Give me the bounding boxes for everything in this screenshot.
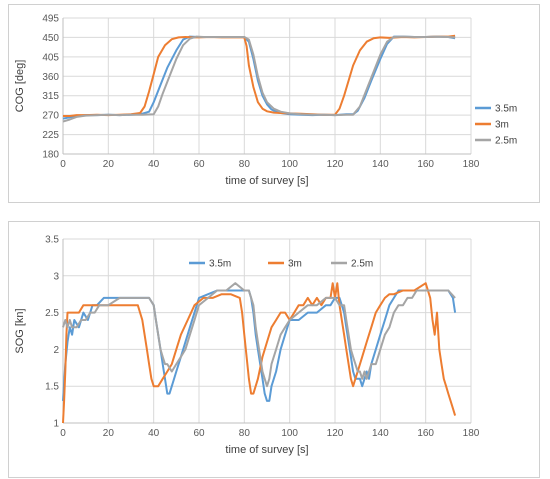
y-tick-label: 1: [53, 419, 59, 430]
x-tick-label: 140: [372, 159, 389, 170]
cog-chart-panel: 180 225 270 315 360 405 450 495 0 20 40 60 80 100 120 1…: [8, 4, 540, 203]
legend-label: 3.5m: [209, 259, 231, 270]
series-line-3m: [63, 34, 456, 117]
y-axis-label: SOG [kn]: [14, 308, 26, 353]
sog-chart: 1 1.5 2 2.5 3 3.5 0 20 40 60 80 100 120 140 160 180 time…: [14, 235, 480, 457]
x-tick-label: 0: [60, 428, 66, 439]
y-tick-label: 2: [53, 345, 59, 356]
x-tick-label: 100: [281, 159, 298, 170]
y-tick-label: 180: [42, 150, 59, 161]
x-tick-label: 80: [239, 159, 251, 170]
legend-label: 3m: [495, 120, 509, 131]
x-axis-label: time of survey [s]: [225, 175, 308, 187]
y-tick-label: 2.5: [45, 308, 59, 319]
series-line-2-5m: [62, 35, 456, 123]
x-tick-label: 80: [239, 428, 251, 439]
x-tick-label: 120: [327, 159, 344, 170]
y-tick-label: 3.5: [45, 235, 59, 246]
x-tick-label: 40: [148, 159, 160, 170]
y-tick-label: 270: [42, 111, 59, 122]
y-tick-label: 495: [42, 14, 59, 25]
y-axis-label: COG [deg]: [14, 60, 26, 113]
y-tick-label: 1.5: [45, 382, 59, 393]
y-tick-label: 450: [42, 33, 59, 44]
x-tick-label: 100: [281, 428, 298, 439]
legend-label: 2.5m: [351, 259, 373, 270]
series-line-2-5m: [62, 282, 456, 388]
legend-label: 3m: [288, 259, 302, 270]
x-axis-label: time of survey [s]: [225, 444, 308, 456]
cog-chart: 180 225 270 315 360 405 450 495 0 20 40 60 80 100 120 1…: [14, 14, 517, 188]
series-line-3m: [62, 282, 457, 424]
y-tick-label: 360: [42, 72, 59, 83]
legend-label: 3.5m: [495, 104, 517, 115]
x-tick-label: 60: [193, 159, 205, 170]
x-tick-label: 160: [417, 428, 434, 439]
y-tick-label: 225: [42, 130, 59, 141]
x-tick-label: 40: [148, 428, 160, 439]
x-tick-label: 20: [103, 428, 115, 439]
sog-chart-panel: 1 1.5 2 2.5 3 3.5 0 20 40 60 80 100 120 140 160 180 time…: [8, 221, 540, 478]
x-tick-label: 0: [60, 159, 66, 170]
x-tick-label: 120: [327, 428, 344, 439]
x-tick-label: 180: [463, 428, 480, 439]
x-tick-label: 20: [103, 159, 115, 170]
legend-label: 2.5m: [495, 136, 517, 147]
x-tick-label: 180: [463, 159, 480, 170]
y-tick-label: 3: [53, 271, 59, 282]
x-tick-label: 60: [193, 428, 205, 439]
x-tick-label: 140: [372, 428, 389, 439]
y-tick-label: 405: [42, 52, 59, 63]
x-tick-label: 160: [417, 159, 434, 170]
y-tick-label: 315: [42, 91, 59, 102]
